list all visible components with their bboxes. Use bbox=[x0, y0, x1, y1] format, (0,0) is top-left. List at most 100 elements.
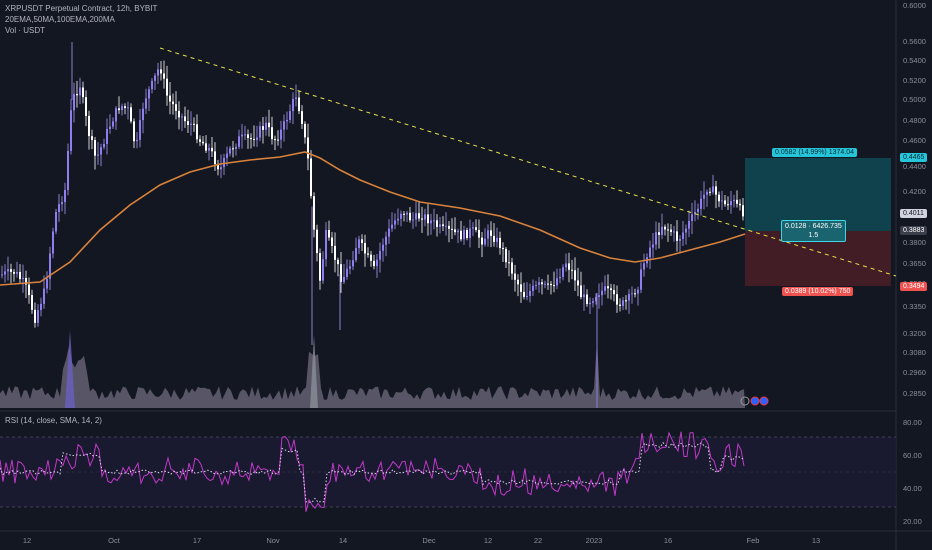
candle-body bbox=[334, 245, 336, 260]
rsi-tick-label: 20.00 bbox=[903, 517, 922, 526]
candle-body bbox=[649, 247, 651, 258]
candle-body bbox=[472, 227, 474, 229]
candle-body bbox=[163, 73, 165, 79]
candle-body bbox=[475, 227, 477, 230]
candle-body bbox=[421, 218, 423, 220]
candle-body bbox=[355, 248, 357, 261]
candle-body bbox=[70, 110, 72, 151]
candle-body bbox=[454, 229, 456, 233]
candle-body bbox=[67, 150, 69, 190]
candle-body bbox=[133, 121, 135, 142]
candle-body bbox=[121, 106, 123, 111]
candle-body bbox=[577, 280, 579, 286]
candle-body bbox=[457, 230, 459, 233]
time-tick-label: 17 bbox=[193, 536, 201, 545]
candle-body bbox=[340, 264, 342, 282]
time-tick-label: 12 bbox=[23, 536, 31, 545]
price-tick-label: 0.4600 bbox=[903, 136, 926, 145]
candle-body bbox=[733, 199, 735, 202]
event-icon[interactable] bbox=[740, 396, 750, 406]
candle-body bbox=[103, 143, 105, 148]
candle-body bbox=[82, 87, 84, 98]
candle-body bbox=[406, 212, 408, 215]
candle-body bbox=[679, 238, 681, 241]
candle-body bbox=[64, 189, 66, 203]
rsi-axis[interactable]: 80.00 60.00 40.00 20.00 bbox=[903, 418, 922, 526]
candle-body bbox=[697, 208, 699, 213]
candle-body bbox=[574, 270, 576, 281]
candle-body bbox=[157, 69, 159, 76]
candle-body bbox=[481, 237, 483, 245]
candle-body bbox=[712, 186, 714, 193]
candle-body bbox=[685, 228, 687, 233]
candle-body bbox=[115, 108, 117, 122]
volume-label: Vol · USDT bbox=[5, 26, 46, 35]
candle-body bbox=[202, 141, 204, 144]
candle-body bbox=[37, 310, 39, 323]
candle-body bbox=[265, 122, 267, 130]
time-axis[interactable]: 12 Oct 17 Nov 14 Dec 12 22 2023 16 Feb 13 bbox=[23, 536, 820, 545]
candle-body bbox=[277, 139, 279, 141]
candle-body bbox=[586, 294, 588, 305]
candle-body bbox=[112, 121, 114, 127]
candle-body bbox=[706, 191, 708, 195]
candle-body bbox=[658, 232, 660, 235]
candle-body bbox=[682, 232, 684, 239]
downtrend-line[interactable] bbox=[159, 47, 897, 277]
candle-body bbox=[199, 139, 201, 142]
candle-body bbox=[487, 230, 489, 239]
candle-body bbox=[622, 300, 624, 306]
candle-body bbox=[28, 284, 30, 296]
candle-body bbox=[136, 139, 138, 142]
target-zone[interactable] bbox=[745, 158, 891, 231]
candle-body bbox=[328, 230, 330, 238]
candle-body bbox=[208, 147, 210, 151]
price-tick-label: 0.3650 bbox=[903, 259, 926, 268]
candle-body bbox=[619, 304, 621, 306]
candle-body bbox=[4, 271, 6, 275]
candle-body bbox=[289, 111, 291, 120]
candle-body bbox=[178, 110, 180, 118]
flag-icon[interactable] bbox=[759, 396, 769, 406]
candle-body bbox=[403, 213, 405, 215]
candle-body bbox=[730, 201, 732, 206]
candle-body bbox=[352, 260, 354, 267]
candle-body bbox=[496, 237, 498, 242]
candle-body bbox=[718, 194, 720, 202]
candle-body bbox=[214, 151, 216, 165]
candle-body bbox=[385, 236, 387, 245]
candle-body bbox=[373, 260, 375, 267]
flag-icon[interactable] bbox=[750, 396, 760, 406]
risk-reward-ratio: 1.5 bbox=[808, 232, 819, 239]
candle-body bbox=[724, 200, 726, 205]
candle-body bbox=[118, 108, 120, 111]
candle-body bbox=[319, 253, 321, 281]
candle-body bbox=[541, 282, 543, 285]
candle-body bbox=[211, 147, 213, 152]
volume-spike bbox=[65, 330, 75, 408]
candle-body bbox=[244, 134, 246, 136]
time-tick-label: 14 bbox=[339, 536, 347, 545]
rsi-tick-label: 60.00 bbox=[903, 451, 922, 460]
candle-body bbox=[532, 285, 534, 291]
candle-body bbox=[691, 214, 693, 222]
candle-body bbox=[79, 87, 81, 96]
candle-body bbox=[139, 120, 141, 140]
candle-body bbox=[523, 291, 525, 297]
price-tick-label: 0.3080 bbox=[903, 348, 926, 357]
risk-reward-label[interactable]: 0.0128 · 6426.735 1.5 bbox=[781, 220, 846, 242]
candle-body bbox=[379, 250, 381, 260]
candle-body bbox=[538, 282, 540, 285]
candle-body bbox=[235, 146, 237, 149]
candle-body bbox=[595, 296, 597, 302]
candle-body bbox=[631, 293, 633, 295]
candle-body bbox=[565, 263, 567, 268]
candle-body bbox=[280, 129, 282, 140]
candle-body bbox=[436, 220, 438, 227]
price-tick-label: 0.4800 bbox=[903, 116, 926, 125]
time-tick-label: 12 bbox=[484, 536, 492, 545]
candle-body bbox=[154, 75, 156, 81]
candle-body bbox=[727, 204, 729, 206]
candle-body bbox=[76, 93, 78, 96]
